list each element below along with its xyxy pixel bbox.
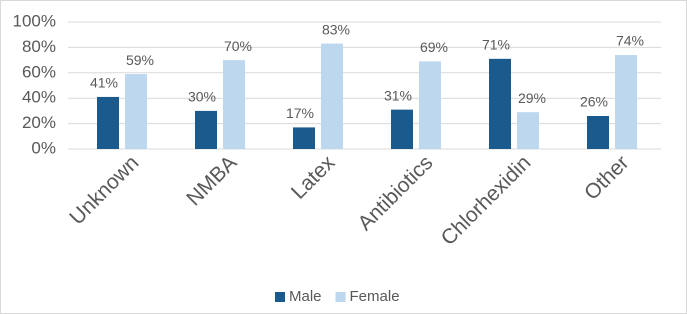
y-tick-label: 20% xyxy=(22,113,56,132)
data-label: 41% xyxy=(90,75,118,91)
data-label: 26% xyxy=(580,94,608,110)
bar xyxy=(517,112,539,149)
bar xyxy=(489,58,511,149)
data-label: 74% xyxy=(616,33,644,49)
data-label: 29% xyxy=(518,90,546,106)
data-label: 71% xyxy=(482,37,510,53)
legend-label: Female xyxy=(350,288,400,305)
data-label: 17% xyxy=(286,105,314,121)
y-tick-label: 80% xyxy=(22,37,56,56)
data-label: 30% xyxy=(188,89,216,105)
bar xyxy=(321,43,343,150)
legend-label: Male xyxy=(289,288,322,305)
bar xyxy=(195,110,217,149)
bar xyxy=(615,55,637,149)
bar xyxy=(293,127,315,149)
y-tick-label: 0% xyxy=(31,138,56,157)
bar xyxy=(587,115,609,149)
legend-swatch xyxy=(335,292,346,302)
data-label: 31% xyxy=(384,87,412,103)
y-tick-label: 40% xyxy=(22,88,56,107)
bar xyxy=(419,61,441,150)
legend-swatch xyxy=(275,292,285,302)
bar xyxy=(223,60,245,149)
bar xyxy=(391,109,413,149)
data-label: 59% xyxy=(126,52,154,68)
data-label: 70% xyxy=(224,38,252,54)
bar xyxy=(97,96,119,149)
data-label: 83% xyxy=(322,21,350,37)
y-tick-label: 60% xyxy=(22,62,56,81)
data-label: 69% xyxy=(420,39,448,55)
bar xyxy=(125,74,147,149)
y-tick-label: 100% xyxy=(13,11,56,30)
